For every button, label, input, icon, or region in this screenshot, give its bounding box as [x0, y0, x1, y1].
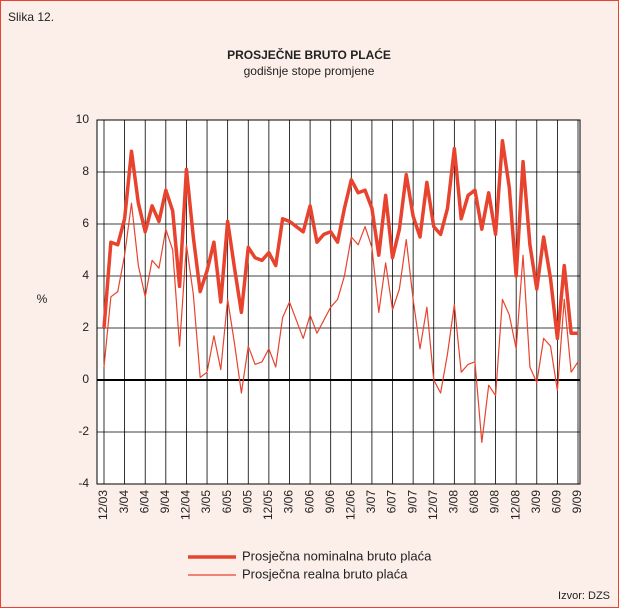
y-axis-label: % — [37, 292, 48, 306]
series-line — [103, 202, 579, 443]
y-tick-label: 8 — [82, 164, 89, 178]
x-tick-label: 12/05 — [261, 490, 275, 520]
x-tick-label: 6/04 — [137, 490, 151, 514]
legend-label: Prosječna nominalna bruto plaća — [242, 548, 432, 563]
x-tick-label: 6/07 — [385, 490, 399, 514]
figure-label: Slika 12. — [8, 10, 54, 24]
x-tick-label: 3/09 — [529, 490, 543, 514]
y-tick-label: 2 — [82, 320, 89, 334]
y-tick-label: -4 — [78, 476, 89, 490]
chart-title: PROSJEČNE BRUTO PLAĆE — [227, 47, 391, 62]
y-tick-label: 6 — [82, 216, 89, 230]
x-tick-label: 6/08 — [467, 490, 481, 514]
x-tick-label: 9/06 — [323, 490, 337, 514]
x-tick-label: 12/07 — [426, 490, 440, 520]
y-tick-label: 4 — [82, 268, 89, 282]
chart-subtitle: godišnje stope promjene — [244, 64, 375, 78]
x-tick-label: 9/09 — [570, 490, 584, 514]
x-tick-label: 3/05 — [199, 490, 213, 514]
x-tick-label: 12/04 — [179, 490, 193, 520]
source: Izvor: DZS — [558, 590, 610, 602]
x-tick-label: 12/03 — [96, 490, 110, 520]
x-tick-label: 6/05 — [220, 490, 234, 514]
x-tick-label: 3/08 — [447, 490, 461, 514]
y-tick-label: 0 — [82, 372, 89, 386]
x-tick-label: 12/08 — [508, 490, 522, 520]
x-tick-label: 3/04 — [117, 490, 131, 514]
x-tick-label: 6/09 — [550, 490, 564, 514]
y-tick-label: -2 — [78, 424, 89, 438]
x-tick-label: 12/06 — [343, 490, 357, 520]
y-tick-label: 10 — [76, 112, 90, 126]
x-tick-label: 3/06 — [282, 490, 296, 514]
legend-label: Prosječna realna bruto plaća — [242, 566, 408, 581]
x-tick-label: 9/05 — [240, 490, 254, 514]
x-tick-label: 9/07 — [405, 490, 419, 514]
x-tick-label: 9/08 — [488, 490, 502, 514]
x-tick-label: 9/04 — [158, 490, 172, 514]
series-line — [102, 139, 578, 341]
x-tick-label: 3/07 — [364, 490, 378, 514]
x-tick-label: 6/06 — [302, 490, 316, 514]
